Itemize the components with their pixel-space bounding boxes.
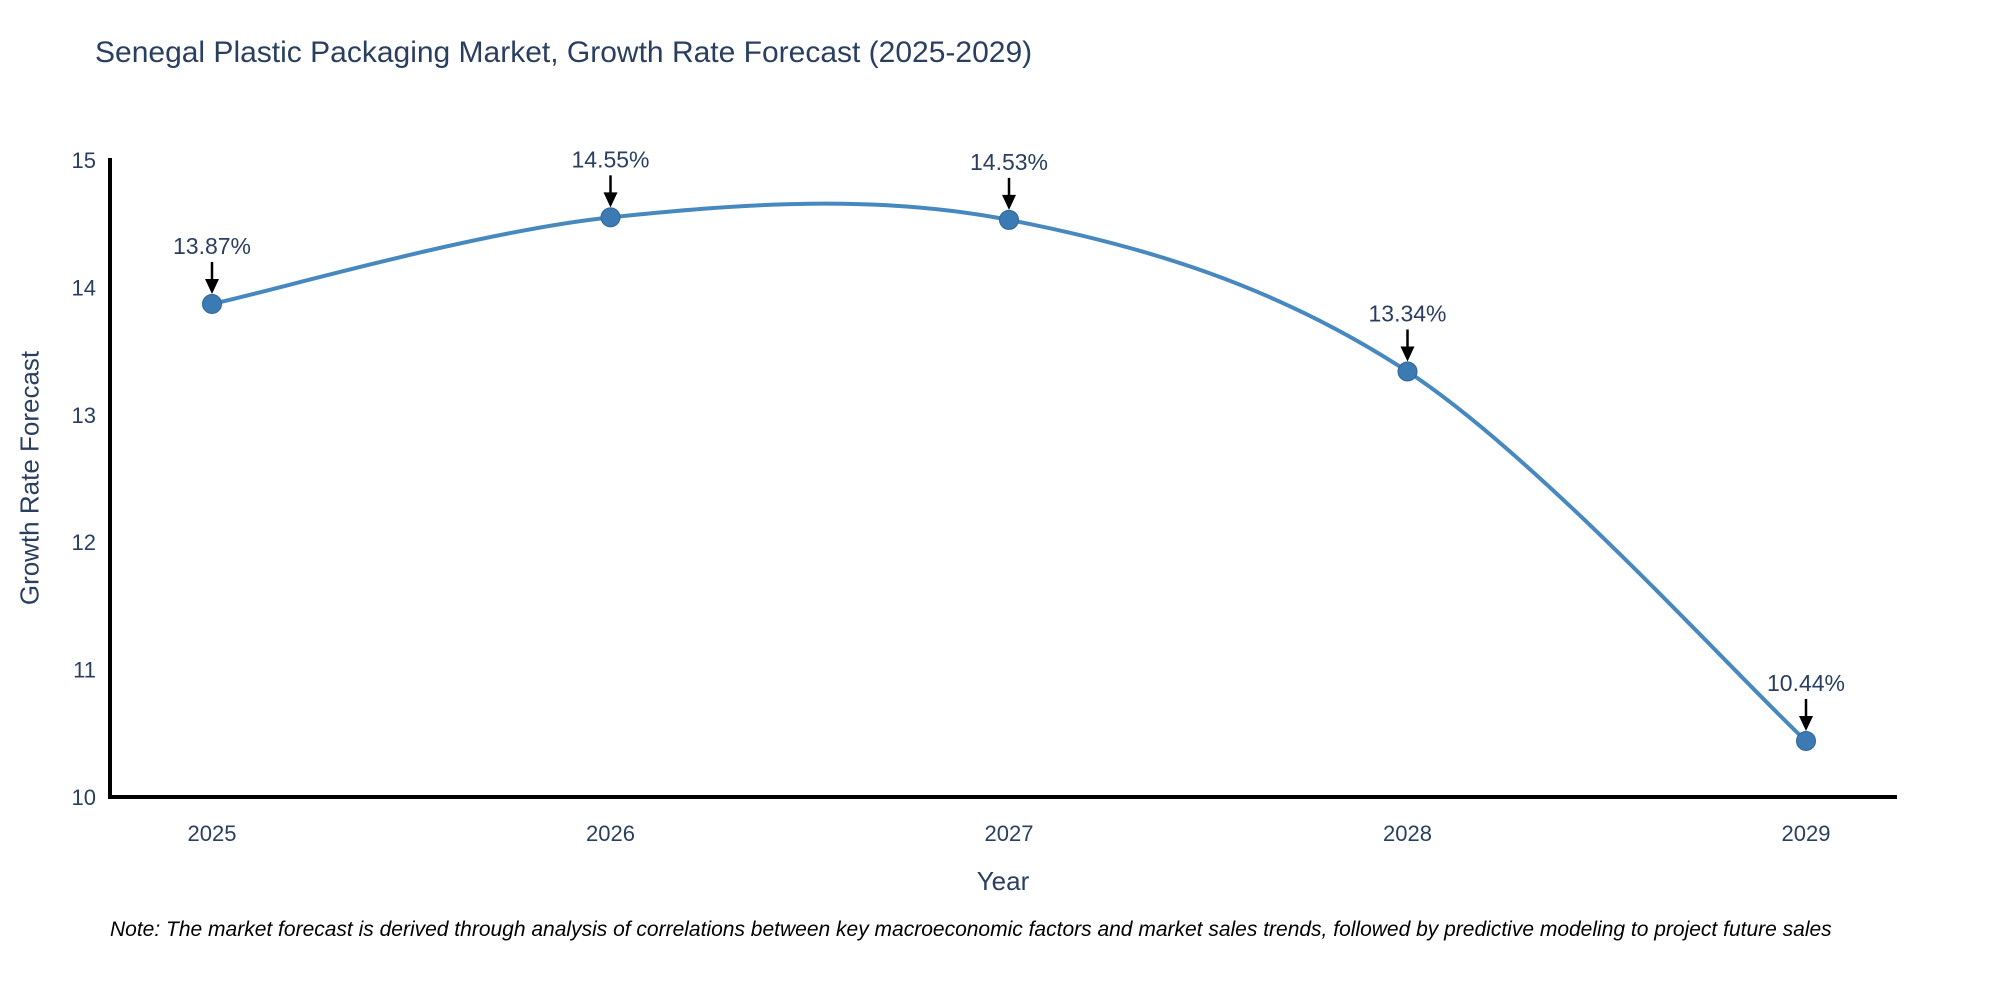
- y-axis-title: Growth Rate Forecast: [14, 350, 45, 606]
- footnote: Note: The market forecast is derived thr…: [110, 918, 1832, 941]
- x-tick-label-2028: 2028: [1383, 821, 1432, 846]
- annotation-label-2029: 10.44%: [1767, 670, 1845, 696]
- x-axis-title: Year: [976, 866, 1030, 896]
- data-point-2025[interactable]: [202, 293, 222, 314]
- annotation-arrow-head-2028: [1400, 346, 1415, 362]
- annotation-label-2026: 14.55%: [571, 146, 649, 172]
- x-tick-label-2026: 2026: [586, 821, 635, 846]
- y-tick-label-11: 11: [73, 658, 96, 683]
- y-tick-label-14: 14: [72, 275, 96, 300]
- x-tick-label-2025: 2025: [188, 821, 237, 846]
- annotation-arrow-head-2026: [603, 192, 618, 208]
- data-point-2026[interactable]: [600, 207, 621, 228]
- x-tick-label-2027: 2027: [985, 821, 1034, 846]
- y-tick-label-13: 13: [72, 403, 96, 428]
- annotation-label-2027: 14.53%: [970, 149, 1048, 175]
- y-tick-label-15: 15: [72, 148, 96, 173]
- series-line: [211, 201, 1808, 743]
- y-tick-label-12: 12: [72, 530, 96, 555]
- x-tick-label-2029: 2029: [1782, 821, 1831, 846]
- annotation-arrow-head-2027: [1002, 194, 1016, 210]
- annotation-arrow-head-2025: [205, 278, 219, 294]
- data-point-2027[interactable]: [999, 209, 1019, 230]
- data-point-2028[interactable]: [1397, 361, 1418, 382]
- annotation-label-2028: 13.34%: [1368, 300, 1446, 326]
- y-tick-label-10: 10: [72, 785, 96, 810]
- annotation-arrow-head-2029: [1799, 715, 1813, 731]
- annotation-label-2025: 13.87%: [173, 233, 251, 259]
- chart-title: Senegal Plastic Packaging Market, Growth…: [95, 36, 1033, 69]
- data-point-2029[interactable]: [1796, 730, 1816, 751]
